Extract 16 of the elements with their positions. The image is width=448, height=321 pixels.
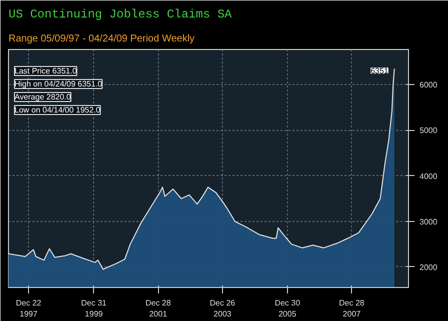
x-tick-label: Dec 28 2007 bbox=[339, 298, 365, 318]
annotation: Last Price 6351.0 bbox=[14, 66, 78, 76]
y-tick-label: 3000 bbox=[420, 217, 438, 226]
y-tick-label: 6000 bbox=[420, 80, 438, 90]
annotation: Low on 04/14/00 1952.0 bbox=[14, 106, 101, 114]
annotation: 6351 bbox=[370, 66, 389, 76]
chart-title: US Continuing Jobless Claims SA bbox=[8, 8, 233, 22]
x-tick-label: Dec 22 1997 bbox=[16, 298, 42, 318]
x-tick-label: Dec 31 1999 bbox=[81, 298, 108, 318]
y-tick-label: 5000 bbox=[420, 126, 438, 136]
x-tick-label: Dec 26 2003 bbox=[210, 298, 236, 318]
x-tick-label: Dec 28 2001 bbox=[145, 298, 172, 318]
chart-subtitle: Range 05/09/97 - 04/24/09 Period Weekly bbox=[8, 34, 195, 44]
y-tick-label: 2000 bbox=[420, 262, 438, 272]
x-tick-label: Dec 30 2005 bbox=[274, 298, 301, 318]
y-tick-label: 4000 bbox=[420, 172, 438, 181]
